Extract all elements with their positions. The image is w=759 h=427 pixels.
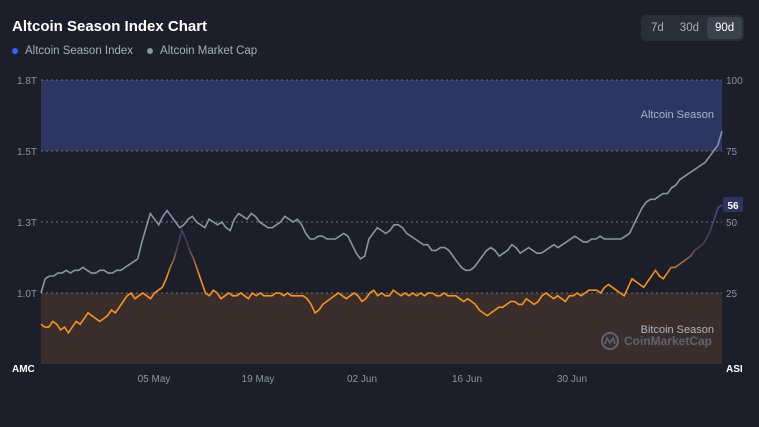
left-axis-tick-label: 1.8T	[17, 76, 37, 87]
altcoin-season-zone	[41, 80, 722, 151]
legend-label-index: Altcoin Season Index	[25, 45, 134, 57]
left-axis-name: AMC	[12, 364, 35, 375]
current-value-label: 56	[727, 201, 739, 212]
x-axis-tick-label: 16 Jun	[452, 374, 482, 385]
left-axis-tick-label: 1.5T	[17, 147, 37, 158]
series-line-altcoin-season-index	[40, 204, 723, 335]
range-selector: 7d 30d 90d	[641, 15, 745, 41]
watermark-text: CoinMarketCap	[624, 334, 712, 348]
left-axis-tick-label: 1.3T	[17, 218, 37, 229]
right-axis-tick-label: 75	[726, 147, 738, 158]
right-axis-tick-label: 25	[726, 289, 738, 300]
x-axis-tick-label: 02 Jun	[347, 374, 377, 385]
x-axis-tick-label: 05 May	[138, 374, 171, 385]
x-axis-tick-label: 30 Jun	[557, 374, 587, 385]
coinmarketcap-logo-mark	[604, 336, 616, 345]
bitcoin-season-zone	[41, 293, 722, 364]
right-axis-tick-label: 50	[726, 218, 738, 229]
right-axis-name: ASI	[726, 364, 743, 375]
altcoin-season-label: Altcoin Season	[641, 109, 714, 121]
left-axis-tick-label: 1.0T	[17, 289, 37, 300]
x-axis-tick-label: 19 May	[242, 374, 275, 385]
current-value-badge: 56	[723, 196, 743, 212]
range-7d-button[interactable]: 7d	[651, 22, 664, 34]
left-axis-ticks: 1.8T 1.5T 1.3T 1.0T	[17, 76, 37, 300]
right-axis-tick-label: 100	[726, 76, 743, 87]
current-value-badge-bg	[723, 196, 743, 212]
legend-item-cap[interactable]: Altcoin Market Cap	[147, 45, 257, 57]
legend-label-cap: Altcoin Market Cap	[160, 45, 258, 57]
x-axis-ticks: 05 May 19 May 02 Jun 16 Jun 30 Jun	[138, 374, 587, 385]
range-90d-button[interactable]: 90d	[706, 17, 743, 39]
coinmarketcap-logo: CoinMarketCap	[601, 332, 712, 350]
bitcoin-season-label: Bitcoin Season	[641, 324, 714, 336]
right-axis-ticks: 100 75 50 25	[726, 76, 743, 300]
coinmarketcap-logo-icon	[601, 332, 619, 350]
chart-legend: Altcoin Season Index Altcoin Market Cap	[12, 45, 257, 57]
series-line-altcoin-market-cap	[40, 130, 723, 294]
legend-dot-index	[12, 48, 18, 54]
range-30d-button[interactable]: 30d	[679, 22, 699, 34]
legend-item-index[interactable]: Altcoin Season Index	[12, 45, 133, 57]
legend-dot-cap	[147, 48, 154, 54]
chart-title: Altcoin Season Index Chart	[12, 18, 208, 35]
